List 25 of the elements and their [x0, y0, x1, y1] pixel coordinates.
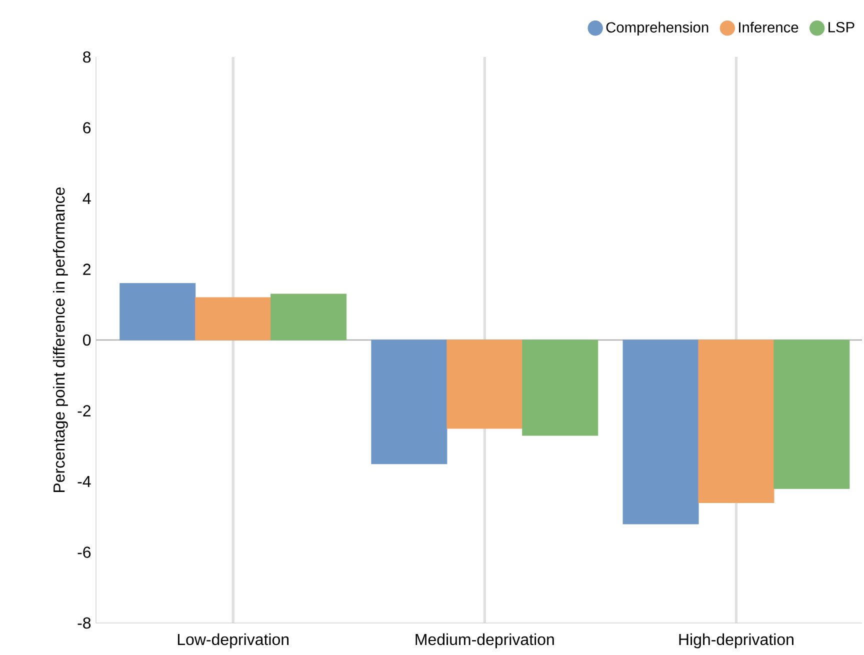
bar [774, 340, 850, 489]
y-tick-label: -8 [78, 617, 91, 629]
x-tick-label: Medium-deprivation [416, 633, 554, 648]
y-tick-label: 0 [83, 334, 91, 346]
y-axis-title: Percentage point difference in performance [53, 187, 68, 492]
y-tick-label: 2 [83, 264, 90, 275]
bar [195, 297, 272, 340]
bar [446, 340, 523, 429]
x-tick-label: Low-deprivation [178, 633, 289, 648]
bar [270, 294, 347, 340]
y-tick-label: 8 [83, 51, 91, 63]
bar [622, 340, 699, 524]
x-tick-label: High-deprivation [679, 633, 794, 648]
legend-label: Inference [739, 22, 798, 33]
bar [371, 340, 448, 464]
bar [522, 340, 598, 436]
legend-label: LSP [828, 22, 854, 32]
y-tick-label: -6 [78, 546, 91, 558]
y-tick-label: 4 [82, 193, 91, 204]
y-tick-label: 6 [83, 122, 91, 134]
bar [120, 283, 196, 340]
bar [698, 340, 774, 503]
legend-label: Comprehension [606, 22, 708, 36]
y-tick-label: -4 [78, 476, 91, 487]
y-tick-label: -2 [78, 405, 90, 416]
